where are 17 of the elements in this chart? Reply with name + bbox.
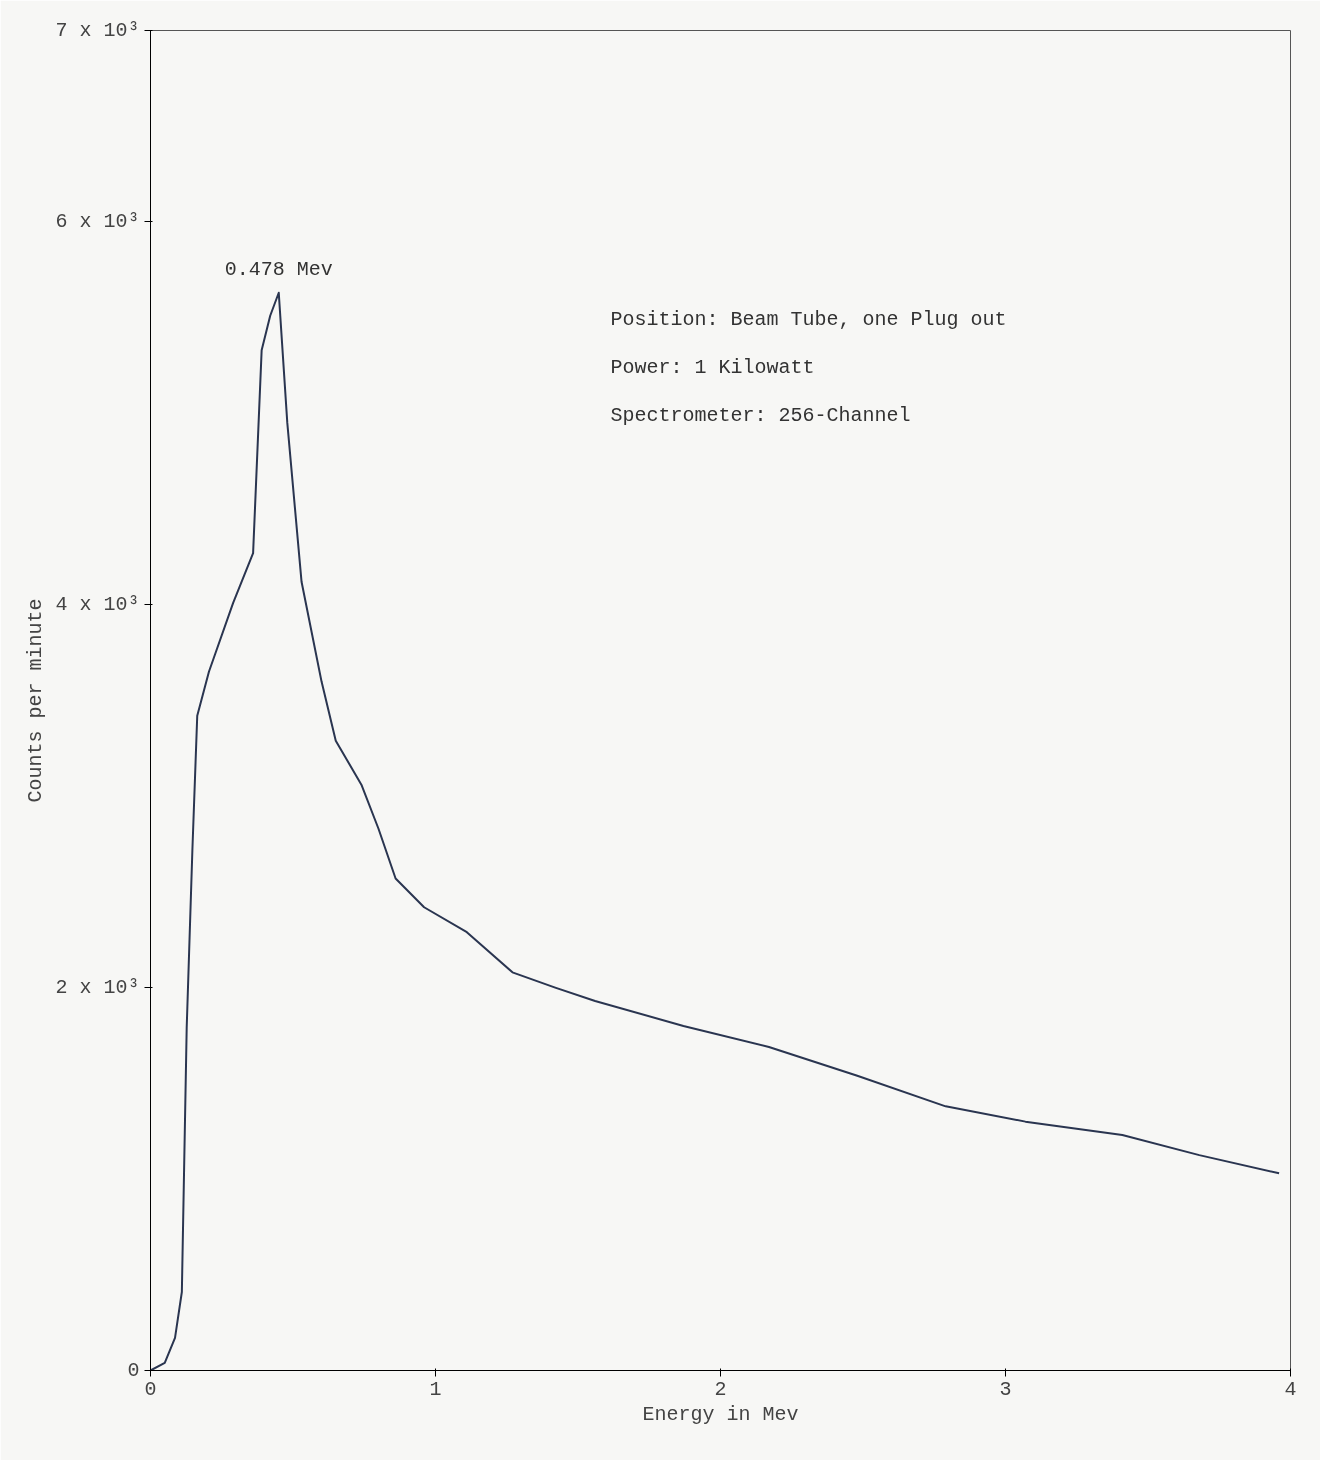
y-tick-label: 4 x 10³ xyxy=(55,593,140,617)
y-tick-label: 2 x 10³ xyxy=(55,976,140,1000)
y-tick-label: 0 xyxy=(127,1359,140,1382)
x-tick-label: 3 xyxy=(999,1377,1012,1401)
x-tick-label: 0 xyxy=(144,1377,157,1401)
x-tick-label: 2 xyxy=(714,1377,727,1401)
x-axis-title: Energy in Mev xyxy=(642,1402,799,1426)
x-tick-label: 4 xyxy=(1284,1377,1297,1401)
line-series xyxy=(150,291,1281,1371)
y-tick-label: 6 x 10³ xyxy=(55,210,140,234)
annotation: Position: Beam Tube, one Plug out xyxy=(610,307,1007,331)
y-tick-label: 7 x 10³ xyxy=(55,19,140,42)
annotation: Power: 1 Kilowatt xyxy=(610,355,815,379)
annotation: 0.478 Mev xyxy=(224,257,333,281)
x-tick-label: 1 xyxy=(429,1377,442,1401)
y-axis-title: Counts per minute xyxy=(24,598,48,803)
annotation: Spectrometer: 256-Channel xyxy=(610,403,911,427)
